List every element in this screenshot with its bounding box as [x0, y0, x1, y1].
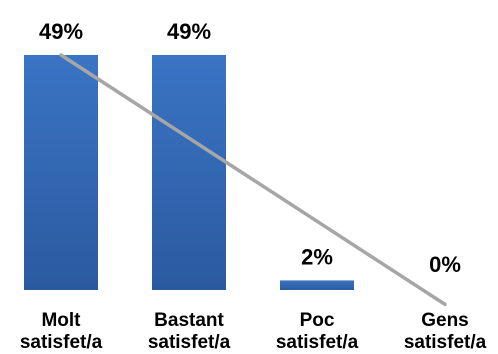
value-label-0: 49%: [39, 19, 83, 44]
category-label-2-line-0: Poc: [300, 310, 335, 331]
category-labels-group: Moltsatisfet/aBastantsatisfet/aPocsatisf…: [20, 310, 487, 353]
bar-2: [280, 280, 354, 290]
category-label-3-line-0: Gens: [421, 310, 469, 331]
bar-1: [152, 55, 226, 290]
category-label-1-line-0: Bastant: [154, 310, 224, 331]
trend-line: [59, 53, 447, 307]
value-labels-group: 49% 49% 2% 0%: [39, 19, 461, 277]
value-label-1: 49%: [167, 19, 211, 44]
category-label-2-line-1: satisfet/a: [276, 332, 359, 353]
trend-line-group: [59, 53, 447, 307]
category-label-0-line-0: Molt: [41, 310, 81, 331]
bar-0: [24, 55, 98, 290]
category-label-1-line-1: satisfet/a: [148, 332, 231, 353]
value-label-3: 0%: [429, 252, 461, 277]
category-label-0-line-1: satisfet/a: [20, 332, 103, 353]
value-label-2: 2%: [301, 244, 333, 269]
category-label-3-line-1: satisfet/a: [404, 332, 487, 353]
bars-group: [24, 55, 354, 290]
